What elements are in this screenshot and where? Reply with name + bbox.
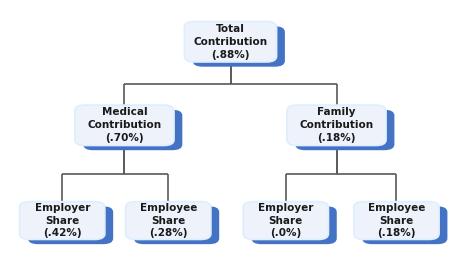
Text: Employer
Share
(.0%): Employer Share (.0%) [258, 203, 313, 238]
FancyBboxPatch shape [295, 110, 394, 150]
FancyBboxPatch shape [252, 206, 337, 244]
FancyBboxPatch shape [75, 105, 174, 146]
Text: Family
Contribution
(.18%): Family Contribution (.18%) [300, 108, 373, 143]
Text: Medical
Contribution
(.70%): Medical Contribution (.70%) [88, 108, 161, 143]
Text: Employee
Share
(.28%): Employee Share (.28%) [140, 203, 197, 238]
Text: Employee
Share
(.18%): Employee Share (.18%) [368, 203, 425, 238]
FancyBboxPatch shape [184, 22, 277, 62]
FancyBboxPatch shape [287, 105, 386, 146]
FancyBboxPatch shape [354, 201, 439, 240]
FancyBboxPatch shape [193, 26, 285, 67]
Text: Employer
Share
(.42%): Employer Share (.42%) [35, 203, 90, 238]
FancyBboxPatch shape [28, 206, 113, 244]
FancyBboxPatch shape [134, 206, 219, 244]
Text: Total
Contribution
(.88%): Total Contribution (.88%) [194, 24, 267, 60]
FancyBboxPatch shape [362, 206, 447, 244]
FancyBboxPatch shape [83, 110, 183, 150]
FancyBboxPatch shape [125, 201, 211, 240]
FancyBboxPatch shape [20, 201, 105, 240]
FancyBboxPatch shape [243, 201, 328, 240]
